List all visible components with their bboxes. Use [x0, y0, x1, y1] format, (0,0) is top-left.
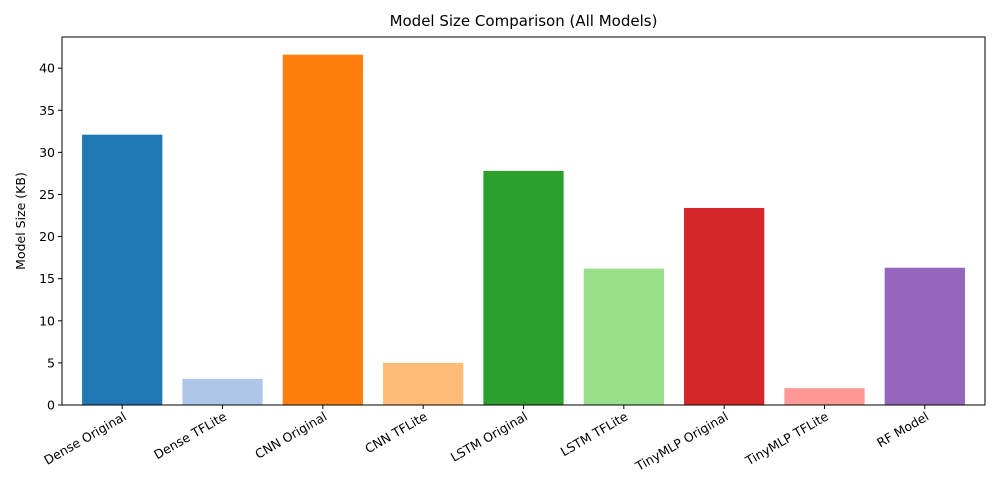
- x-tick-label: TinyMLP TFLite: [742, 408, 831, 468]
- bar-rf-model: [884, 267, 965, 405]
- x-tick-label: CNN Original: [252, 409, 329, 462]
- y-tick-label: 35: [39, 103, 55, 118]
- bar-dense-tflite: [182, 378, 263, 405]
- y-tick-label: 5: [47, 355, 55, 370]
- x-tick-label: Dense Original: [41, 409, 128, 468]
- bar-lstm-tflite: [583, 268, 664, 405]
- x-axis-ticks: Dense Original Dense TFLite CNN Original CN…: [41, 405, 931, 474]
- y-tick-label: 20: [39, 229, 55, 244]
- y-tick-label: 10: [39, 313, 55, 328]
- x-tick-label: LSTM TFLite: [558, 408, 631, 459]
- bar-dense-original: [82, 134, 163, 405]
- bar-tinymlp-original: [684, 207, 765, 405]
- bar-cnn-tflite: [383, 362, 464, 405]
- y-tick-label: 0: [47, 398, 55, 413]
- y-axis-ticks: 0 5 10 15 20 25 30 35 40: [39, 61, 62, 413]
- x-tick-label: Dense TFLite: [151, 408, 229, 462]
- y-tick-label: 30: [39, 145, 55, 160]
- y-tick-label: 15: [39, 271, 55, 286]
- bar-cnn-original: [282, 54, 363, 406]
- y-tick-label: 25: [39, 187, 55, 202]
- bars-group: [82, 54, 965, 406]
- y-axis-label: Model Size (KB): [13, 172, 28, 270]
- x-tick-label: CNN TFLite: [362, 408, 430, 456]
- x-tick-label: TinyMLP Original: [632, 409, 731, 475]
- bar-lstm-original: [483, 170, 564, 405]
- y-tick-label: 40: [39, 61, 55, 76]
- bar-tinymlp-tflite: [784, 388, 865, 405]
- chart-title: Model Size Comparison (All Models): [390, 12, 658, 30]
- plot-frame: [61, 36, 986, 406]
- x-tick-label: LSTM Original: [448, 409, 530, 465]
- x-tick-label: RF Model: [874, 409, 931, 451]
